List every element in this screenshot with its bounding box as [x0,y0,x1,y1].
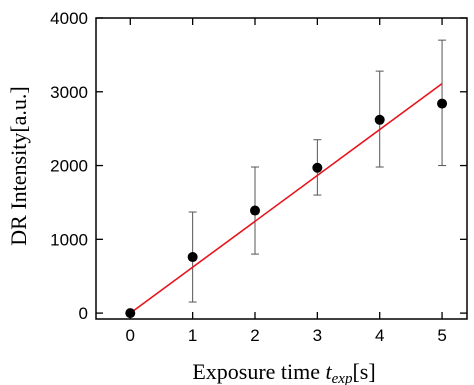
x-tick-label-5: 5 [437,326,446,345]
fit-line-group [129,83,443,314]
ticks: 0 1 2 3 4 5 0 1000 2000 3000 4000 [50,9,467,345]
x-tick-label-2: 2 [250,326,259,345]
y-tick-label-2: 2000 [50,157,88,176]
x-tick-label-4: 4 [375,326,384,345]
y-tick-label-3: 3000 [50,83,88,102]
y-tick-label-1: 1000 [50,230,88,249]
data-point-2 [250,205,260,216]
x-tick-label-3: 3 [313,326,322,345]
data-point-5 [437,98,448,109]
y-tick-label-4: 4000 [50,9,88,28]
plot-frame [95,17,468,320]
fit-line [129,83,443,314]
plot-border [95,17,468,320]
x-tick-label-1: 1 [188,326,197,345]
data-points [125,98,448,319]
data-point-1 [187,252,198,263]
x-axis-title: Exposure time texp[s] [192,359,375,385]
data-point-3 [312,162,323,173]
x-tick-label-0: 0 [126,326,135,345]
data-point-4 [374,114,385,125]
y-tick-label-0: 0 [79,304,88,323]
y-axis-title: DR Intensity[a.u.] [6,86,31,245]
